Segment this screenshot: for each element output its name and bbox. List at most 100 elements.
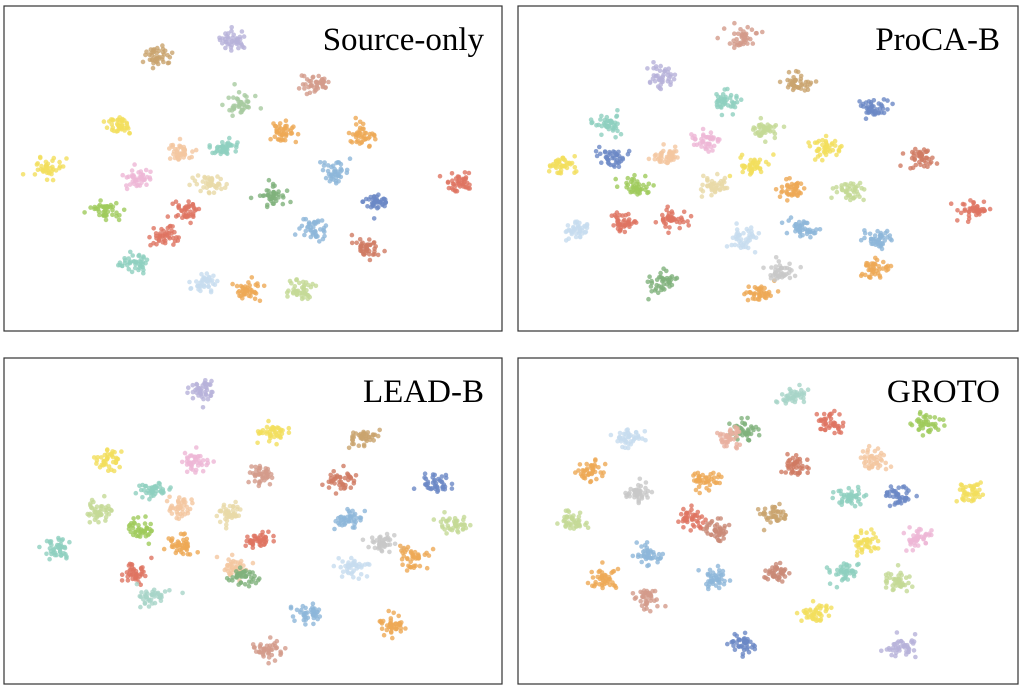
point	[705, 177, 710, 183]
point	[207, 183, 212, 188]
point	[267, 196, 272, 202]
point	[249, 575, 254, 580]
point	[643, 556, 649, 562]
point	[254, 468, 259, 473]
point	[292, 618, 297, 624]
point	[798, 73, 804, 79]
point	[610, 580, 615, 585]
point	[712, 523, 718, 529]
point	[297, 280, 302, 286]
point	[255, 429, 261, 434]
point	[787, 266, 792, 272]
point	[924, 155, 929, 161]
point	[169, 50, 175, 56]
point	[832, 408, 837, 414]
point	[840, 496, 845, 502]
point	[159, 226, 164, 232]
point	[147, 175, 152, 180]
point	[557, 162, 563, 167]
point	[934, 161, 940, 166]
point	[638, 589, 643, 595]
point	[103, 460, 108, 465]
point	[332, 526, 337, 532]
point	[335, 160, 341, 165]
point	[292, 284, 298, 289]
point	[251, 645, 257, 650]
point	[646, 156, 652, 162]
point	[186, 199, 191, 204]
point	[157, 481, 162, 487]
point	[194, 381, 199, 387]
point	[677, 225, 682, 231]
point	[883, 493, 889, 499]
point	[617, 430, 623, 436]
point	[158, 489, 164, 494]
point	[742, 39, 747, 45]
point	[801, 186, 807, 191]
point	[361, 251, 366, 257]
point	[797, 382, 802, 388]
point	[830, 495, 835, 501]
point	[716, 577, 722, 582]
point	[266, 645, 272, 651]
point	[722, 444, 727, 449]
panel: LEAD-B	[3, 357, 503, 685]
point	[615, 215, 620, 221]
point	[643, 485, 648, 491]
point	[643, 480, 649, 485]
point	[283, 123, 288, 129]
point	[872, 272, 878, 277]
point	[366, 197, 372, 202]
point	[806, 140, 811, 145]
point	[177, 136, 183, 142]
point	[139, 590, 144, 595]
point	[793, 190, 798, 195]
point	[392, 541, 398, 547]
point	[631, 434, 637, 439]
point	[181, 532, 186, 537]
point	[573, 219, 578, 225]
point	[793, 68, 799, 74]
point	[589, 120, 594, 126]
point	[743, 431, 748, 437]
cluster	[360, 531, 406, 555]
point	[646, 181, 652, 187]
point	[377, 427, 383, 433]
point	[174, 515, 179, 521]
point	[880, 241, 885, 247]
point	[776, 518, 781, 523]
point	[165, 60, 171, 66]
point	[116, 262, 121, 268]
point	[264, 188, 270, 193]
point	[305, 292, 310, 298]
point	[288, 604, 294, 610]
point	[710, 148, 715, 153]
point	[923, 149, 928, 155]
point	[863, 116, 869, 121]
point	[345, 472, 351, 478]
point	[302, 86, 307, 91]
point	[868, 548, 874, 554]
point	[740, 169, 745, 175]
point	[869, 527, 874, 532]
point	[785, 85, 791, 90]
point	[653, 152, 659, 157]
point	[358, 572, 364, 577]
point	[392, 533, 397, 538]
point	[883, 460, 888, 466]
point	[233, 565, 238, 570]
point	[109, 117, 114, 122]
point	[379, 626, 385, 631]
point	[613, 176, 618, 182]
cluster	[161, 531, 200, 557]
point	[231, 103, 236, 109]
point	[747, 172, 753, 177]
cluster	[727, 152, 776, 179]
point	[909, 639, 914, 645]
point	[184, 214, 190, 220]
cluster	[613, 172, 656, 197]
panel: ProCA-B	[517, 5, 1019, 332]
point	[783, 470, 788, 475]
cluster	[167, 136, 199, 162]
point	[110, 212, 115, 217]
